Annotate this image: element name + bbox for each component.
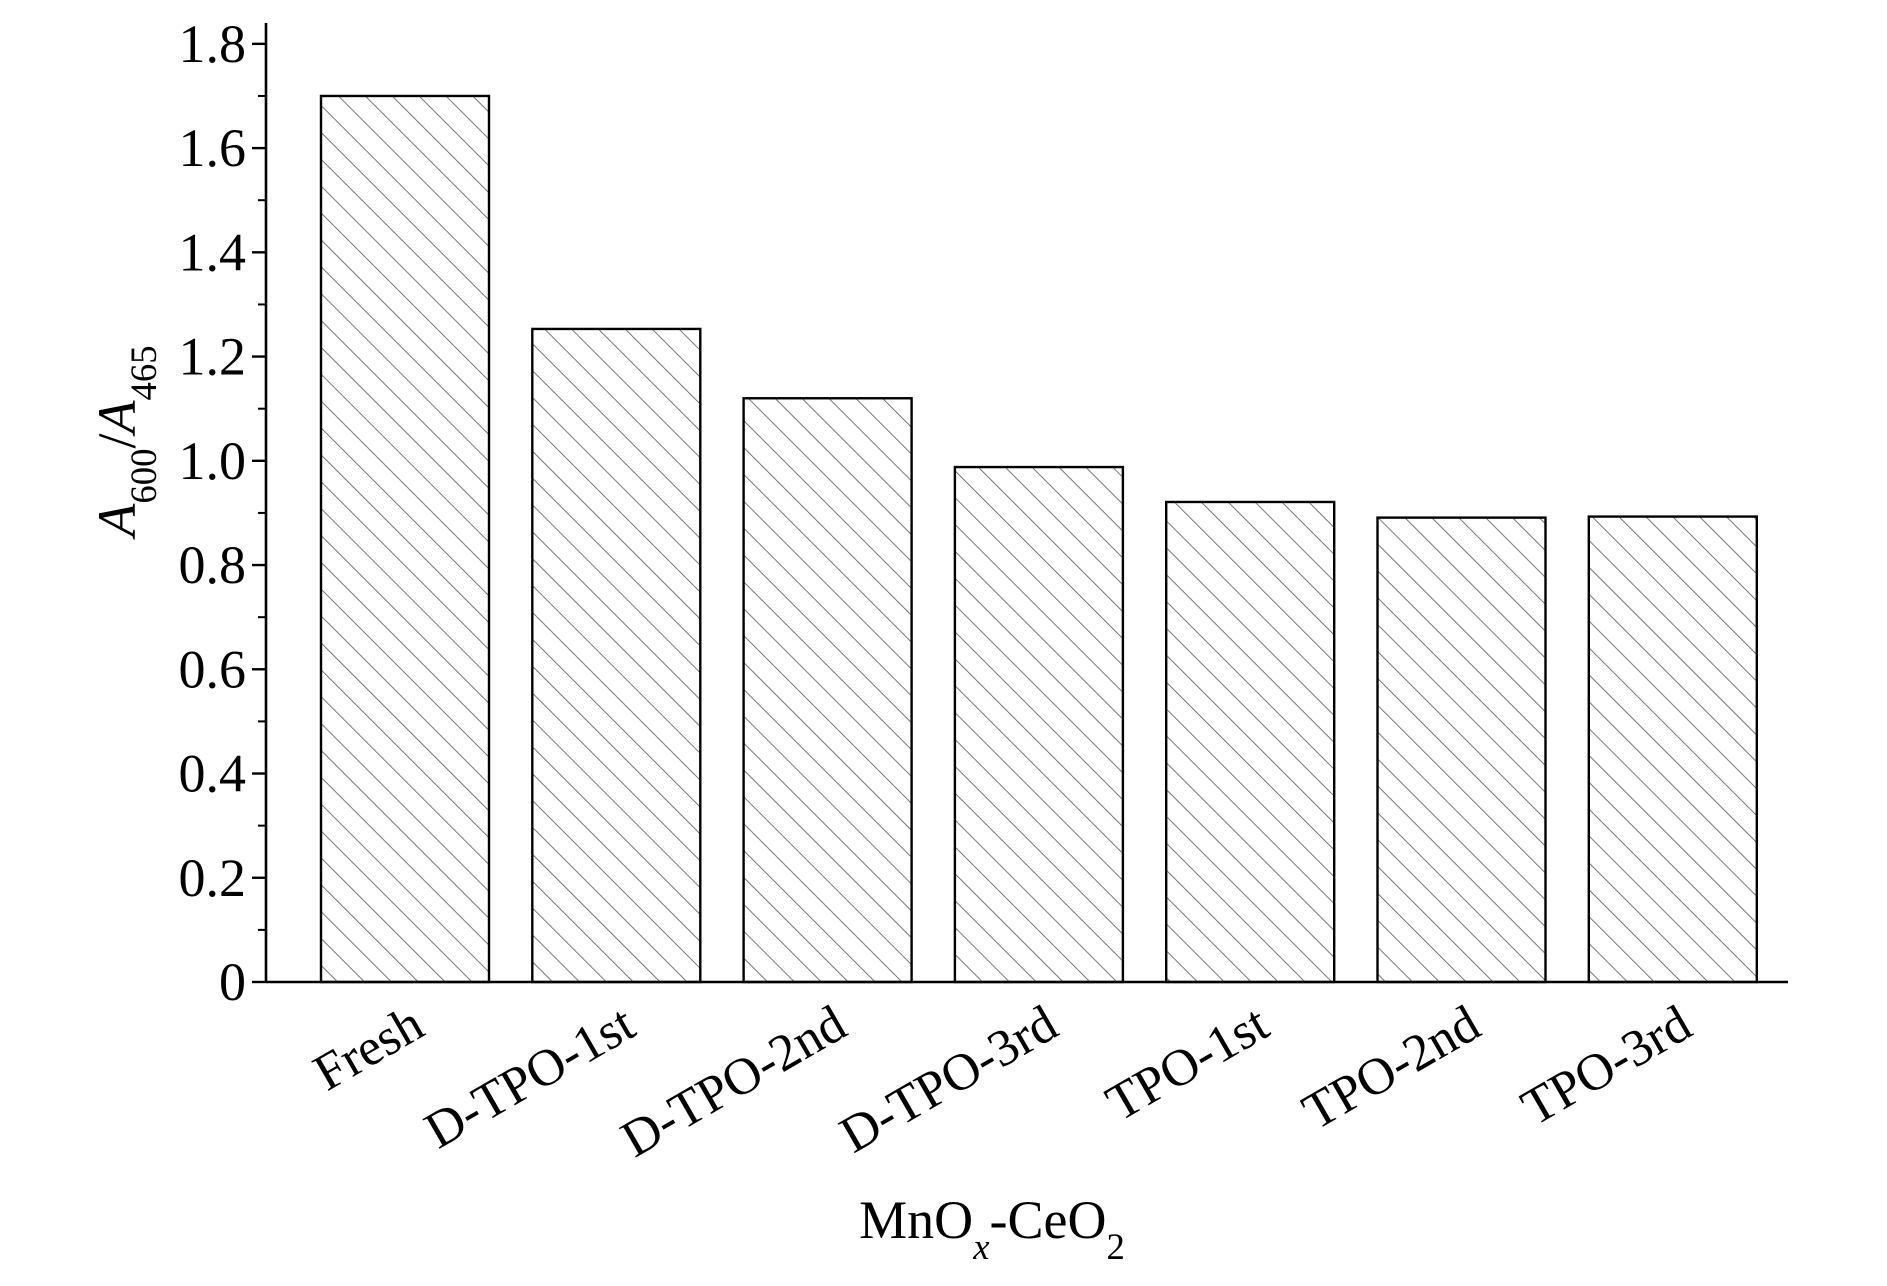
label-part: MnO (859, 1190, 973, 1250)
bar (1164, 500, 1336, 984)
bar (319, 94, 491, 984)
y-tick-label: 0 (219, 952, 246, 1012)
x-tick-label: Fresh (304, 995, 433, 1102)
bar (953, 465, 1125, 984)
label-part: / (87, 433, 147, 448)
y-tick-label: 1.0 (179, 431, 247, 491)
x-tick-label: TPO-1st (1097, 995, 1279, 1133)
label-part: 465 (123, 345, 164, 400)
label-part: A (87, 399, 147, 436)
bar (1587, 515, 1759, 984)
label-part: 2 (1106, 1226, 1124, 1267)
bar (531, 327, 702, 984)
y-label: A600/A465 (87, 345, 164, 539)
x-tick-label: D-TPO-3rd (831, 995, 1067, 1164)
bar (1376, 516, 1547, 984)
label-part: A (87, 503, 147, 540)
x-tick-label: TPO-2nd (1293, 995, 1489, 1141)
y-tick-label: 0.8 (179, 535, 247, 595)
y-tick-label: 1.4 (179, 222, 247, 282)
y-tick-label: 1.6 (179, 118, 247, 178)
x-tick-label: D-TPO-1st (416, 995, 645, 1160)
y-tick-label: 1.2 (179, 327, 247, 387)
y-tick-label: 0.2 (179, 848, 247, 908)
bar (742, 397, 913, 984)
y-tick-label: 0.6 (179, 639, 247, 699)
x-tick-label: TPO-3rd (1512, 995, 1701, 1137)
label-part: -CeO (990, 1190, 1107, 1250)
label-part: 600 (123, 449, 164, 504)
label-part: x (972, 1226, 990, 1267)
x-label: MnOx-CeO2 (859, 1190, 1125, 1267)
y-tick-label: 0.4 (179, 744, 247, 804)
x-tick-label: D-TPO-2nd (612, 995, 856, 1169)
y-tick-label: 1.8 (179, 14, 247, 74)
